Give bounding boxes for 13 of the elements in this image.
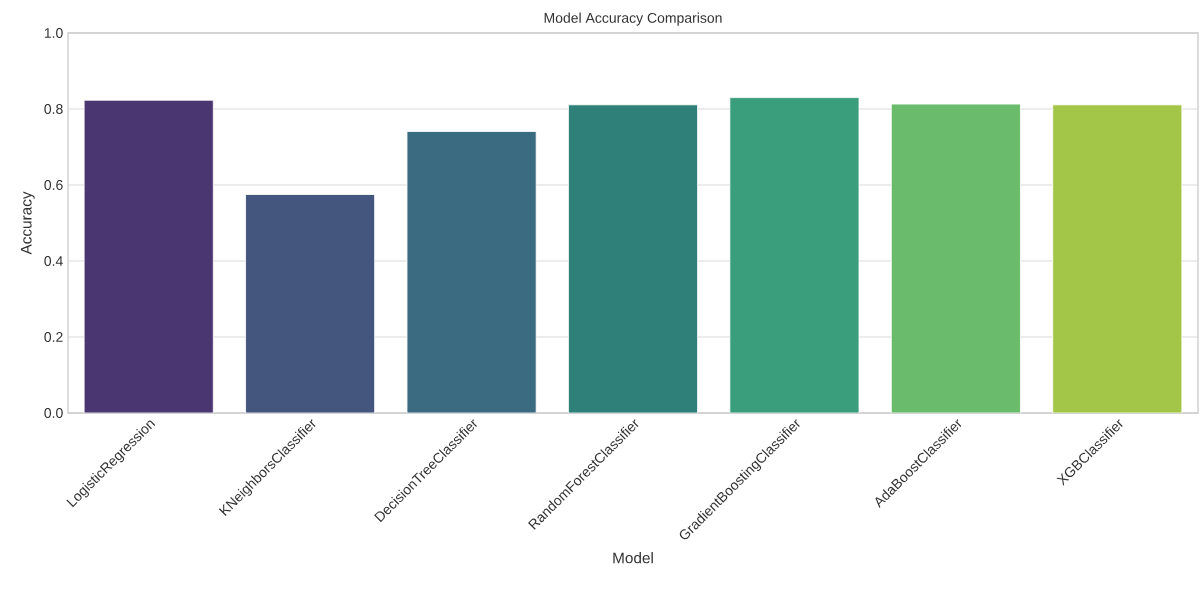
y-tick-label: 0.4 xyxy=(44,256,63,266)
chart-title: Model Accuracy Comparison xyxy=(544,12,722,26)
y-tick-label: 0.8 xyxy=(44,104,63,114)
x-axis-title: Model xyxy=(613,552,653,564)
y-tick-label: 0.6 xyxy=(44,180,63,190)
bar xyxy=(83,99,214,414)
y-tick-label: 0.2 xyxy=(44,332,63,342)
y-axis-title: Accuracy xyxy=(20,191,35,255)
bar xyxy=(1052,104,1183,414)
bar xyxy=(890,103,1021,414)
bar xyxy=(568,104,698,414)
y-tick-label: 1.0 xyxy=(44,28,63,38)
y-tick-label: 0.0 xyxy=(44,408,63,418)
